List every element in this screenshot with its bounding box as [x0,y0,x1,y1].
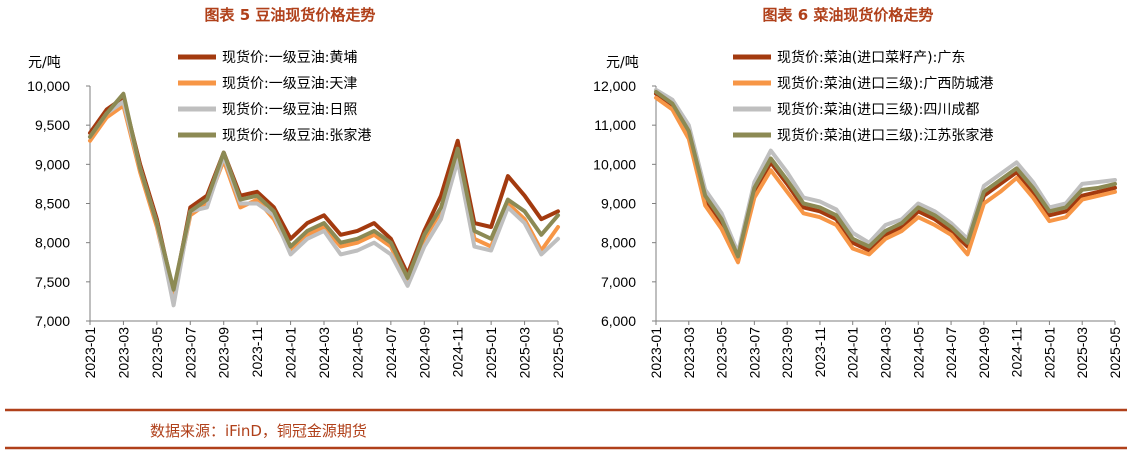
plot-area: 7,000 7,500 8,000 8,500 9,000 9,500 10,000 2023… [27,78,566,378]
x-tick-label: 2023-09 [779,327,795,379]
x-tick-label: 2024-01 [845,327,861,379]
x-tick-label: 2024-11 [450,327,466,378]
y-tick-label: 9,000 [35,156,70,172]
x-tick-label: 2023-01 [82,327,98,379]
x-tick-label: 2023-11 [812,327,828,378]
x-tick-label: 2025-01 [1041,327,1057,379]
x-tick-label: 2023-07 [182,327,198,379]
y-tick-label: 6,000 [601,313,636,329]
x-tick-label: 2023-03 [115,327,131,379]
series-line-4 [654,89,1117,259]
y-tick-label: 11,000 [594,117,636,133]
x-tick-label: 2025-03 [1074,327,1090,379]
y-tick-label: 10,000 [593,156,636,172]
y-tick-label: 12,000 [593,78,636,94]
x-tick-label: 2024-01 [283,327,299,379]
x-tick-label: 2024-05 [910,327,926,379]
legend-label: 现货价:菜油(进口三级):广西防城港 [777,75,993,92]
x-tick-label: 2023-07 [746,327,762,379]
x-tick-label: 2023-05 [714,327,730,379]
x-tick-label: 2024-03 [316,327,332,379]
x-tick-label: 2024-07 [943,327,959,379]
legend-label: 现货价:菜油(进口菜籽产):广东 [777,49,965,66]
x-tick-label: 2025-05 [550,327,566,379]
y-tick-label: 8,000 [601,235,636,251]
legend-label: 现货价:一级豆油:天津 [222,75,357,92]
y-tick-label: 10,000 [27,78,70,94]
legend-label: 现货价:一级豆油:黄埔 [222,49,357,66]
legend-label: 现货价:一级豆油:日照 [222,101,357,118]
legend: 现货价:菜油(进口菜籽产):广东现货价:菜油(进口三级):广西防城港现货价:菜油… [733,49,993,144]
series-line-3 [88,99,560,308]
x-tick-label: 2023-05 [149,327,165,379]
x-tick-label: 2025-01 [483,327,499,379]
x-tick-label: 2024-09 [416,327,432,379]
y-tick-label: 9,000 [601,196,636,212]
legend-label: 现货价:菜油(进口三级):四川成都 [777,101,979,118]
y-tick-label: 8,500 [35,196,70,212]
x-tick-label: 2024-09 [976,327,992,379]
x-tick-label: 2024-03 [878,327,894,379]
plot-area: 6,000 7,000 8,000 9,000 10,000 11,000 12,000 20… [593,78,1123,378]
y-tick-label: 9,500 [35,117,70,133]
y-tick-label: 7,000 [35,313,70,329]
series-line-4 [88,91,560,292]
source-note: 数据来源：iFinD，铜冠金源期货 [150,422,367,440]
legend: 现货价:一级豆油:黄埔现货价:一级豆油:天津现货价:一级豆油:日照现货价:一级豆… [178,49,371,144]
legend-label: 现货价:菜油(进口三级):江苏张家港 [777,127,993,144]
x-tick-label: 2024-05 [349,327,365,379]
x-tick-label: 2023-03 [681,327,697,379]
x-tick-label: 2024-07 [383,327,399,379]
y-tick-label: 7,500 [35,274,70,290]
y-axis-unit: 元/吨 [606,55,639,71]
x-tick-label: 2023-11 [249,327,265,378]
x-tick-label: 2025-05 [1107,327,1123,379]
x-tick-label: 2023-09 [216,327,232,379]
chart-soybean-oil: 图表 5 豆油现货价格走势 元/吨 7,000 7,500 8,000 8,500 9,… [27,6,566,378]
y-tick-label: 7,000 [601,274,636,290]
series-line-2 [654,95,1117,265]
x-tick-label: 2024-11 [1009,327,1025,378]
chart-rapeseed-oil: 图表 6 菜油现货价格走势 元/吨 6,000 7,000 8,000 9,000 10… [593,6,1123,378]
x-tick-label: 2025-03 [517,327,533,379]
legend-label: 现货价:一级豆油:张家港 [222,127,371,144]
y-axis-unit: 元/吨 [28,55,61,71]
chart-title: 图表 6 菜油现货价格走势 [763,6,934,24]
y-tick-label: 8,000 [35,235,70,251]
chart-title: 图表 5 豆油现货价格走势 [205,6,376,24]
x-tick-label: 2023-01 [648,327,664,379]
